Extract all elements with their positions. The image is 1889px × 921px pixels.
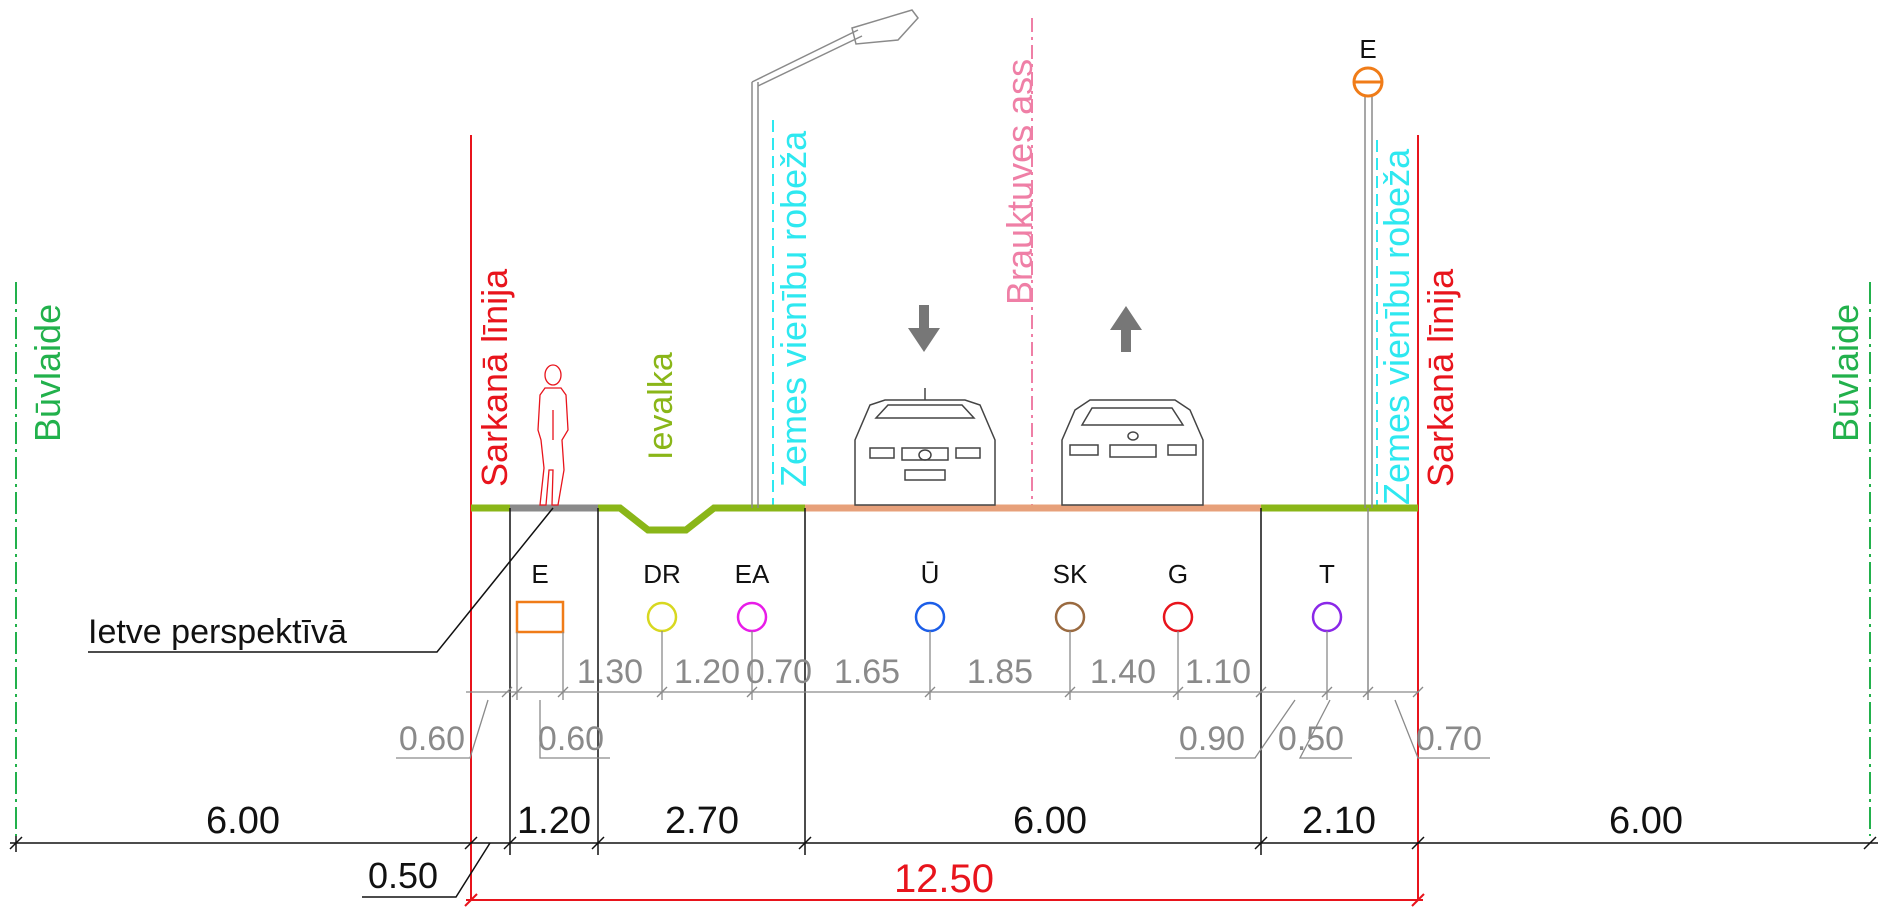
offset-bottom-5: 0.70 bbox=[1416, 720, 1482, 758]
utility-label-g: G bbox=[1168, 559, 1188, 589]
utility-label-dr: DR bbox=[643, 559, 681, 589]
total-width-dimension bbox=[464, 893, 1425, 907]
offset-top-2: 1.20 bbox=[674, 653, 740, 691]
segment-dimension-labels: 6.00 1.20 2.70 6.00 2.10 6.00 bbox=[206, 800, 1683, 842]
ietve-perspektiva-label: Ietve perspektīvā bbox=[88, 613, 347, 651]
dim-green-strip: 2.10 bbox=[1302, 800, 1376, 842]
offset-top-1: 1.30 bbox=[577, 653, 643, 691]
offset-top-6: 1.40 bbox=[1090, 653, 1156, 691]
car-front-view-icon bbox=[854, 388, 996, 506]
utility-dimension-lines bbox=[396, 631, 1490, 759]
utility-label-e: E bbox=[531, 559, 548, 589]
offset-top-5: 1.85 bbox=[967, 653, 1033, 691]
main-dimension-line bbox=[9, 836, 1878, 898]
lamp-post-right bbox=[1364, 96, 1373, 700]
utility-g-symbol bbox=[1162, 601, 1194, 633]
offset-bottom-4: 0.50 bbox=[1278, 720, 1344, 758]
street-lamp-left bbox=[751, 9, 919, 508]
dim-buvlaide-right: 6.00 bbox=[1609, 800, 1683, 842]
section-dividers bbox=[509, 508, 1262, 855]
offset-bottom-1: 0.60 bbox=[399, 720, 465, 758]
utility-label-t: T bbox=[1319, 559, 1335, 589]
up-arrow-icon bbox=[1110, 306, 1142, 352]
buvlaide-label-right: Būvlaide bbox=[1825, 304, 1866, 442]
utility-e-symbol bbox=[515, 600, 565, 634]
utility-ea-symbol bbox=[736, 601, 768, 633]
ietve-leader-line bbox=[88, 507, 554, 653]
utility-offset-labels: 1.30 1.20 0.70 1.65 1.85 1.40 1.10 0.60 … bbox=[399, 653, 1482, 758]
utility-label-sk: SK bbox=[1053, 559, 1088, 589]
utility-dr-symbol bbox=[646, 601, 678, 633]
buvlaide-label-left: Būvlaide bbox=[27, 304, 68, 442]
ievalka-ditch bbox=[598, 504, 805, 534]
sarkana-linija-label-left: Sarkanā līnija bbox=[474, 268, 515, 487]
utility-label-u: Ū bbox=[921, 559, 940, 589]
pedestrian-icon bbox=[537, 364, 569, 506]
offset-top-3: 0.70 bbox=[746, 653, 812, 691]
lamp-e-label: E bbox=[1359, 34, 1376, 64]
sarkana-linija-label-right: Sarkanā līnija bbox=[1420, 268, 1461, 487]
ievalka-label: Ievalka bbox=[642, 352, 680, 460]
utility-t-symbol bbox=[1311, 601, 1343, 633]
dim-ievalka-zone: 2.70 bbox=[665, 800, 739, 842]
utility-u-symbol bbox=[914, 601, 946, 633]
utility-labels: E DR EA Ū SK G T bbox=[531, 559, 1335, 589]
offset-top-7: 1.10 bbox=[1185, 653, 1251, 691]
utility-sk-symbol bbox=[1054, 601, 1086, 633]
dim-left-offset: 0.50 bbox=[368, 855, 438, 896]
down-arrow-icon bbox=[908, 305, 940, 352]
offset-top-4: 1.65 bbox=[834, 653, 900, 691]
dim-sidewalk: 1.20 bbox=[517, 800, 591, 842]
zemes-robeza-label-left: Zemes vienību robeža bbox=[773, 130, 814, 487]
offset-bottom-3: 0.90 bbox=[1179, 720, 1245, 758]
dim-carriageway: 6.00 bbox=[1013, 800, 1087, 842]
utility-label-ea: EA bbox=[735, 559, 770, 589]
zemes-robeza-label-right: Zemes vienību robeža bbox=[1376, 148, 1417, 505]
brauktuves-ass-label: Brauktuves ass bbox=[999, 59, 1040, 305]
car-rear-view-icon bbox=[1061, 399, 1204, 506]
dim-buvlaide-left: 6.00 bbox=[206, 800, 280, 842]
total-width-label: 12.50 bbox=[894, 857, 994, 901]
offset-bottom-2: 0.60 bbox=[538, 720, 604, 758]
